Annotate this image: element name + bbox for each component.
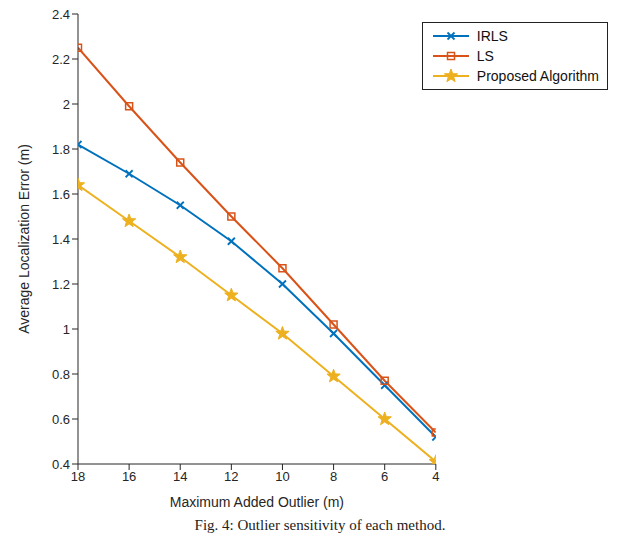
- svg-text:0.6: 0.6: [52, 412, 70, 427]
- html-text:Proposed Algorithm: Proposed Algorithm: [476, 68, 599, 84]
- svg-text:10: 10: [275, 469, 289, 484]
- svg-text:8: 8: [330, 469, 337, 484]
- svg-text:6: 6: [381, 469, 388, 484]
- svg-text:1.2: 1.2: [52, 277, 70, 292]
- svg-text:Maximum Added Outlier (m): Maximum Added Outlier (m): [170, 494, 344, 510]
- svg-text:1.8: 1.8: [52, 142, 70, 157]
- svg-text:1: 1: [63, 322, 70, 337]
- svg-text:2.4: 2.4: [52, 8, 70, 22]
- svg-text:18: 18: [71, 469, 85, 484]
- svg-text:1.6: 1.6: [52, 187, 70, 202]
- svg-text:2.2: 2.2: [52, 52, 70, 67]
- svg-text:1.4: 1.4: [52, 232, 70, 247]
- svg-text:4: 4: [432, 469, 439, 484]
- svg-text:12: 12: [224, 469, 238, 484]
- html-text:Fig. 4: Outlier sensitivity of: Fig. 4: Outlier sensitivity of each meth…: [194, 517, 446, 533]
- svg-text:2: 2: [63, 97, 70, 112]
- svg-text:14: 14: [173, 469, 187, 484]
- svg-text:0.8: 0.8: [52, 367, 70, 382]
- html-text:IRLS: IRLS: [476, 28, 508, 44]
- svg-text:16: 16: [122, 469, 136, 484]
- svg-text:Average Localization Error (m): Average Localization Error (m): [16, 144, 32, 334]
- html-text:LS: LS: [476, 48, 494, 64]
- svg-text:0.4: 0.4: [52, 457, 70, 472]
